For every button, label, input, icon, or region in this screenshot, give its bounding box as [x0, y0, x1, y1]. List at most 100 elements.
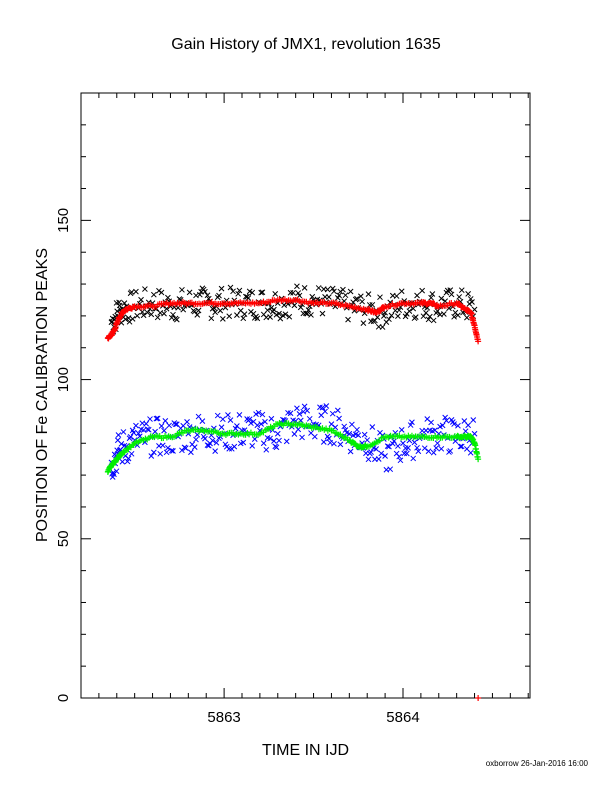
series-0-point	[154, 314, 161, 321]
series-2-point	[451, 421, 457, 427]
series-2-point	[373, 446, 380, 452]
series-0-point	[388, 312, 395, 319]
series-2-point	[227, 417, 234, 423]
series-0-point	[186, 289, 193, 296]
series-2-point	[295, 426, 302, 433]
series-2-point	[258, 421, 265, 427]
series-2-point	[406, 437, 413, 444]
series-2-point	[118, 441, 125, 447]
series-0-point	[410, 305, 417, 312]
series-3-point	[308, 425, 315, 432]
series-2-point	[166, 422, 173, 429]
series-2-point	[113, 468, 120, 475]
series-3-point	[219, 430, 226, 437]
series-0-point	[425, 316, 432, 323]
series-2-point	[148, 453, 155, 459]
series-0-point	[303, 310, 309, 317]
series-1-point	[130, 303, 137, 310]
series-2-point	[263, 446, 270, 453]
series-0-point	[156, 287, 162, 294]
series-0-point	[305, 307, 312, 313]
series-0-point	[267, 314, 273, 320]
series-2-point	[212, 448, 219, 454]
series-3-point	[165, 433, 172, 440]
series-0-point	[308, 312, 314, 318]
series-0-point	[276, 310, 282, 317]
series-2-point	[299, 434, 305, 441]
series-0-point	[456, 294, 463, 300]
x-axis-label: TIME IN IJD	[262, 742, 349, 759]
series-0-point	[319, 310, 326, 317]
series-2-point	[154, 415, 161, 422]
series-0-point	[249, 289, 256, 296]
series-2-point	[349, 421, 355, 428]
series-0-point	[412, 314, 419, 321]
series-1-point	[475, 695, 482, 701]
series-2-point	[378, 450, 385, 457]
series-2-point	[409, 419, 415, 426]
series-0-point	[240, 315, 247, 322]
series-2-point	[458, 443, 465, 450]
series-2-point	[467, 449, 474, 456]
y-tick-label: 150	[55, 208, 72, 233]
series-0-point	[195, 307, 202, 314]
footer-note: oxborrow 26-Jan-2016 16:00	[485, 759, 588, 768]
series-0-point	[116, 302, 123, 309]
series-2-point	[170, 448, 176, 454]
series-0-point	[272, 291, 279, 297]
series-2-point	[143, 420, 150, 427]
series-3-point	[130, 441, 137, 448]
series-2-point	[225, 412, 231, 418]
series-3-point	[474, 454, 481, 461]
series-2-point	[110, 469, 117, 476]
series-2-point	[157, 450, 164, 457]
series-0-point	[165, 294, 171, 301]
series-0-point	[377, 294, 383, 301]
series-0-point	[194, 312, 201, 318]
series-2-point	[240, 439, 247, 446]
plot-frame	[80, 92, 531, 699]
series-1-point	[165, 301, 172, 308]
series-2-point	[219, 416, 226, 423]
series-0-point	[471, 306, 478, 313]
series-2-point	[255, 409, 262, 416]
series-0-point	[217, 307, 224, 314]
series-0-point	[139, 309, 146, 315]
series-0-point	[347, 288, 354, 295]
axis-labels: 5863 5864 0 50 100 150 TIME IN IJD POSITION OF …	[34, 208, 420, 759]
series-0-point	[357, 293, 364, 300]
series-0-point	[369, 301, 376, 308]
series-1-point	[272, 298, 279, 305]
series-2-point	[283, 438, 290, 445]
series-0-point	[359, 298, 365, 305]
y-tick-label: 0	[55, 694, 72, 702]
series-0-point	[386, 316, 392, 323]
series-2-point	[430, 449, 437, 456]
series-2-point	[158, 423, 165, 429]
series-2-point	[120, 429, 127, 435]
series-3-point	[255, 431, 262, 438]
series-0-point	[242, 293, 249, 300]
series-2-point	[341, 423, 348, 430]
series-0-point	[226, 313, 233, 320]
series-3-point	[326, 426, 333, 433]
series-0-point	[212, 309, 219, 316]
series-0-point	[430, 317, 437, 324]
series-0-point	[245, 295, 252, 301]
series-3-point	[344, 436, 351, 443]
series-2-point	[182, 445, 189, 452]
series-2-point	[384, 443, 391, 449]
series-3-point	[380, 434, 387, 441]
series-0-point	[121, 300, 128, 306]
series-0-point	[161, 310, 167, 317]
series-2-point	[407, 422, 414, 428]
series-2-point	[397, 457, 404, 464]
series-2-point	[405, 445, 411, 451]
x-tick-label: 5864	[386, 709, 419, 726]
series-0-point	[336, 292, 342, 299]
series-0-point	[299, 301, 305, 308]
series-2-point	[254, 422, 261, 429]
series-0-point	[393, 293, 400, 299]
series-2-point	[193, 436, 199, 443]
series-2-point	[188, 449, 194, 456]
